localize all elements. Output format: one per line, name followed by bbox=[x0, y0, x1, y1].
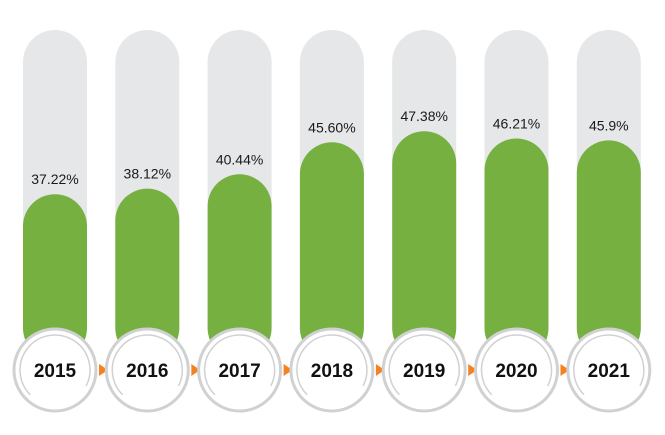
year-circle-inner-ring bbox=[203, 334, 276, 396]
arrow-icon bbox=[283, 364, 293, 376]
value-label-2020: 46.21% bbox=[493, 115, 540, 131]
bar-2017 bbox=[207, 174, 272, 360]
bar-2019 bbox=[392, 131, 457, 360]
arrow-icon bbox=[191, 364, 201, 376]
arrow-icon bbox=[468, 364, 478, 376]
year-label-2019: 2019 bbox=[403, 361, 445, 382]
year-circle-inner-ring bbox=[19, 334, 91, 396]
year-circle-outer bbox=[474, 327, 559, 413]
bar-2015 bbox=[23, 194, 87, 360]
year-badge-2016: 2016 bbox=[104, 327, 190, 413]
year-label-2021: 2021 bbox=[588, 361, 631, 382]
arrow-icon bbox=[375, 364, 385, 376]
bars bbox=[23, 131, 641, 360]
bar-2016 bbox=[115, 188, 180, 360]
year-circle-inner-ring bbox=[480, 334, 553, 396]
value-label-2019: 47.38% bbox=[400, 108, 447, 124]
year-label-2020: 2020 bbox=[495, 361, 537, 382]
bar-2018 bbox=[299, 142, 364, 360]
year-circle-outer bbox=[289, 327, 375, 413]
year-label-2015: 2015 bbox=[34, 361, 77, 382]
year-badge-2017: 2017 bbox=[197, 327, 283, 413]
value-labels: 37.22% 38.12% 40.44% 45.60% 47.38% 46.21% 45.9… bbox=[31, 108, 628, 187]
value-label-2015: 37.22% bbox=[31, 171, 78, 187]
year-badge-2020: 2020 bbox=[474, 327, 559, 413]
year-circle-outer bbox=[381, 327, 467, 413]
bar-2020 bbox=[484, 138, 549, 360]
year-circle-outer bbox=[197, 327, 283, 413]
arrow-icon bbox=[99, 364, 108, 376]
connector-arrows bbox=[99, 364, 570, 376]
year-circle-outer bbox=[12, 327, 98, 413]
year-badge-2018: 2018 bbox=[289, 327, 375, 413]
bar-2021 bbox=[576, 140, 641, 360]
year-circle-inner-ring bbox=[573, 334, 645, 396]
value-label-2021: 45.9% bbox=[589, 117, 629, 133]
value-label-2018: 45.60% bbox=[308, 119, 355, 135]
year-circle-outer bbox=[104, 327, 190, 413]
year-label-2016: 2016 bbox=[126, 361, 168, 382]
year-circle-inner-ring bbox=[296, 334, 368, 396]
year-circle-outer bbox=[566, 327, 652, 413]
year-badge-2019: 2019 bbox=[381, 327, 467, 413]
year-badge-2021: 2021 bbox=[566, 327, 652, 413]
arrow-icon bbox=[560, 364, 570, 376]
year-circle-inner-ring bbox=[388, 334, 460, 396]
value-label-2016: 38.12% bbox=[124, 166, 171, 182]
year-circles: 2015 2016 2017 2018 2019 2020 2021 bbox=[12, 327, 652, 413]
value-label-2017: 40.44% bbox=[216, 151, 263, 167]
year-circle-inner-ring bbox=[111, 334, 183, 396]
year-label-2018: 2018 bbox=[311, 361, 353, 382]
year-badge-2015: 2015 bbox=[12, 327, 98, 413]
year-label-2017: 2017 bbox=[218, 361, 260, 382]
